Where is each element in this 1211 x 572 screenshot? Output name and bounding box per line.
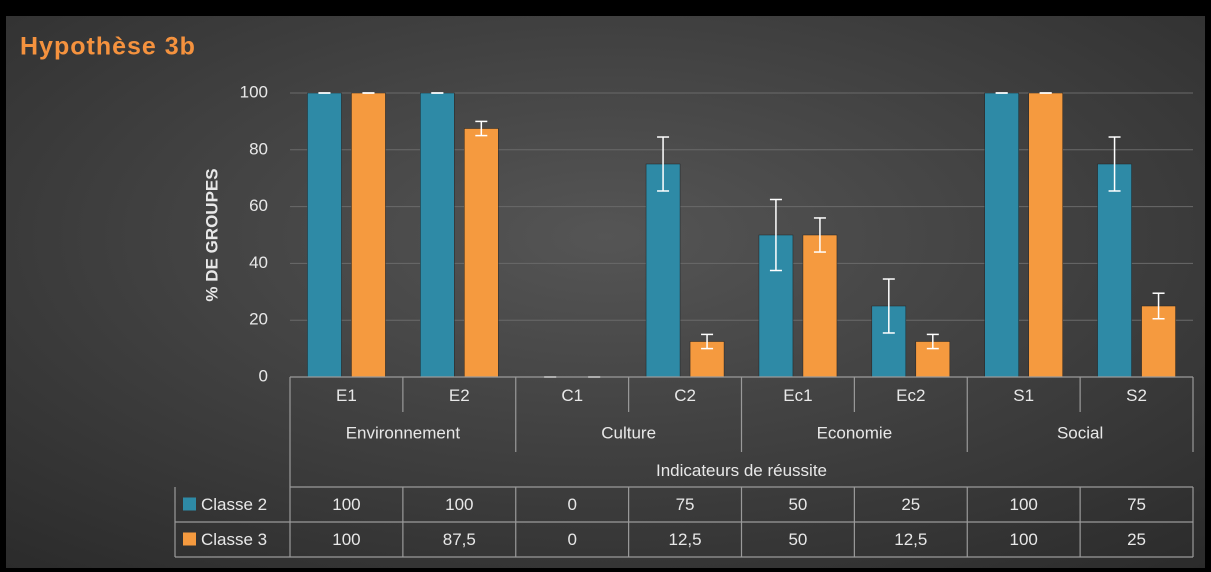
y-tick-label: 0 (259, 366, 268, 385)
table-value: 100 (332, 530, 360, 549)
error-bar (882, 278, 895, 334)
background (6, 16, 1205, 568)
legend-swatch (183, 497, 196, 511)
legend-label: Classe 2 (201, 495, 267, 514)
table-value: 75 (1127, 495, 1146, 514)
error-bar (1152, 292, 1165, 320)
y-tick-label: 100 (240, 82, 268, 101)
group-label: Environnement (346, 423, 461, 442)
y-axis-label: % DE GROUPES (202, 168, 221, 301)
table-value: 100 (1010, 495, 1038, 514)
y-tick-label: 20 (249, 310, 268, 329)
bar (645, 163, 681, 378)
table-value: 12,5 (669, 530, 702, 549)
x-tick-label: C1 (561, 386, 583, 405)
bar (464, 128, 499, 378)
table-value: 25 (901, 495, 920, 514)
table-value: 87,5 (443, 530, 476, 549)
group-label: Culture (601, 423, 656, 442)
chart-title: Hypothèse 3b (20, 33, 196, 61)
table-value: 12,5 (894, 530, 927, 549)
error-bar (475, 120, 488, 137)
table-value: 0 (567, 495, 576, 514)
y-tick-label: 40 (249, 253, 268, 272)
legend-swatch (183, 532, 196, 546)
error-bar (701, 333, 714, 350)
bar (1097, 163, 1132, 378)
table-value: 50 (788, 495, 807, 514)
error-bar (926, 333, 939, 350)
x-tick-label: Ec2 (896, 386, 925, 405)
group-label: Economie (817, 423, 893, 442)
x-tick-label: E1 (336, 386, 357, 405)
table-value: 75 (676, 495, 695, 514)
bar (984, 92, 1019, 378)
table-value: 50 (788, 530, 807, 549)
bar (420, 92, 455, 378)
table-value: 0 (567, 530, 576, 549)
y-tick-label: 80 (249, 139, 268, 158)
x-tick-label: Ec1 (783, 386, 812, 405)
bar (351, 92, 386, 378)
bar (1028, 92, 1063, 378)
bar (802, 234, 838, 378)
x-tick-label: S2 (1126, 386, 1147, 405)
error-bar (813, 217, 826, 253)
group-label: Social (1057, 423, 1103, 442)
error-bar (1108, 136, 1121, 192)
table-value: 25 (1127, 530, 1146, 549)
table-value: 100 (1010, 530, 1038, 549)
error-bar (657, 136, 670, 192)
legend-label: Classe 3 (201, 530, 267, 549)
y-tick-label: 60 (249, 196, 268, 215)
x-tick-label: E2 (449, 386, 470, 405)
error-bar (769, 198, 782, 272)
bar (307, 92, 342, 378)
x-tick-label: S1 (1013, 386, 1034, 405)
x-tick-label: C2 (674, 386, 696, 405)
table-value: 100 (332, 495, 360, 514)
table-value: 100 (445, 495, 473, 514)
x-axis-label: Indicateurs de réussite (656, 461, 827, 480)
